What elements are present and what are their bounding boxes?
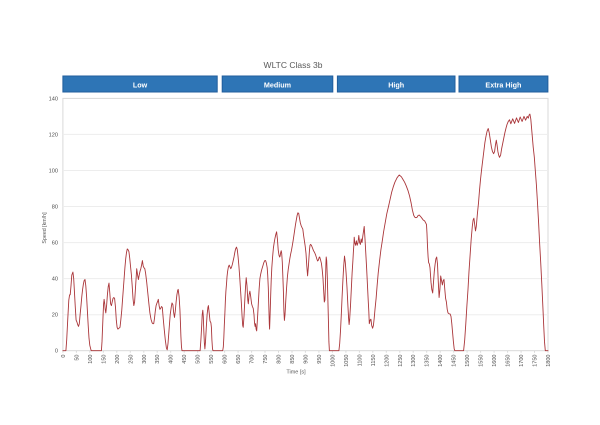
svg-text:800: 800 <box>277 355 283 364</box>
svg-text:1100: 1100 <box>357 355 363 367</box>
svg-text:WLTC Class 3b: WLTC Class 3b <box>264 60 323 70</box>
svg-text:60: 60 <box>52 241 58 247</box>
svg-text:450: 450 <box>182 355 188 364</box>
svg-text:1800: 1800 <box>546 355 552 367</box>
svg-text:Speed [km/h]: Speed [km/h] <box>42 212 48 244</box>
svg-text:1700: 1700 <box>519 355 525 367</box>
svg-text:1600: 1600 <box>492 355 498 367</box>
svg-text:0: 0 <box>61 355 67 358</box>
svg-text:50: 50 <box>74 355 80 361</box>
svg-text:550: 550 <box>209 355 215 364</box>
svg-text:150: 150 <box>101 355 107 364</box>
svg-text:1250: 1250 <box>398 355 404 367</box>
svg-text:750: 750 <box>263 355 269 364</box>
svg-text:1500: 1500 <box>465 355 471 367</box>
svg-text:250: 250 <box>128 355 134 364</box>
svg-text:100: 100 <box>88 355 94 364</box>
svg-text:1000: 1000 <box>330 355 336 367</box>
svg-text:650: 650 <box>236 355 242 364</box>
svg-text:1650: 1650 <box>506 355 512 367</box>
svg-text:1200: 1200 <box>384 355 390 367</box>
svg-text:Medium: Medium <box>264 81 291 90</box>
svg-text:1150: 1150 <box>371 355 377 367</box>
svg-text:High: High <box>388 81 404 90</box>
svg-text:950: 950 <box>317 355 323 364</box>
svg-text:100: 100 <box>49 169 58 175</box>
svg-text:500: 500 <box>196 355 202 364</box>
svg-text:850: 850 <box>290 355 296 364</box>
svg-text:600: 600 <box>223 355 229 364</box>
svg-text:Extra High: Extra High <box>485 81 521 90</box>
svg-text:350: 350 <box>155 355 161 364</box>
svg-text:1300: 1300 <box>411 355 417 367</box>
svg-text:0: 0 <box>55 349 58 355</box>
svg-text:200: 200 <box>115 355 121 364</box>
svg-text:20: 20 <box>52 313 58 319</box>
svg-text:1550: 1550 <box>479 355 485 367</box>
svg-text:Low: Low <box>133 81 148 90</box>
svg-text:300: 300 <box>142 355 148 364</box>
svg-text:120: 120 <box>49 132 58 138</box>
svg-text:80: 80 <box>52 205 58 211</box>
svg-text:40: 40 <box>52 277 58 283</box>
svg-text:1350: 1350 <box>425 355 431 367</box>
svg-text:700: 700 <box>250 355 256 364</box>
svg-text:900: 900 <box>303 355 309 364</box>
svg-text:140: 140 <box>49 96 58 102</box>
svg-text:400: 400 <box>169 355 175 364</box>
svg-text:Time [s]: Time [s] <box>286 370 306 376</box>
svg-text:1750: 1750 <box>533 355 539 367</box>
svg-text:1400: 1400 <box>438 355 444 367</box>
svg-text:1450: 1450 <box>452 355 458 367</box>
svg-text:1050: 1050 <box>344 355 350 367</box>
